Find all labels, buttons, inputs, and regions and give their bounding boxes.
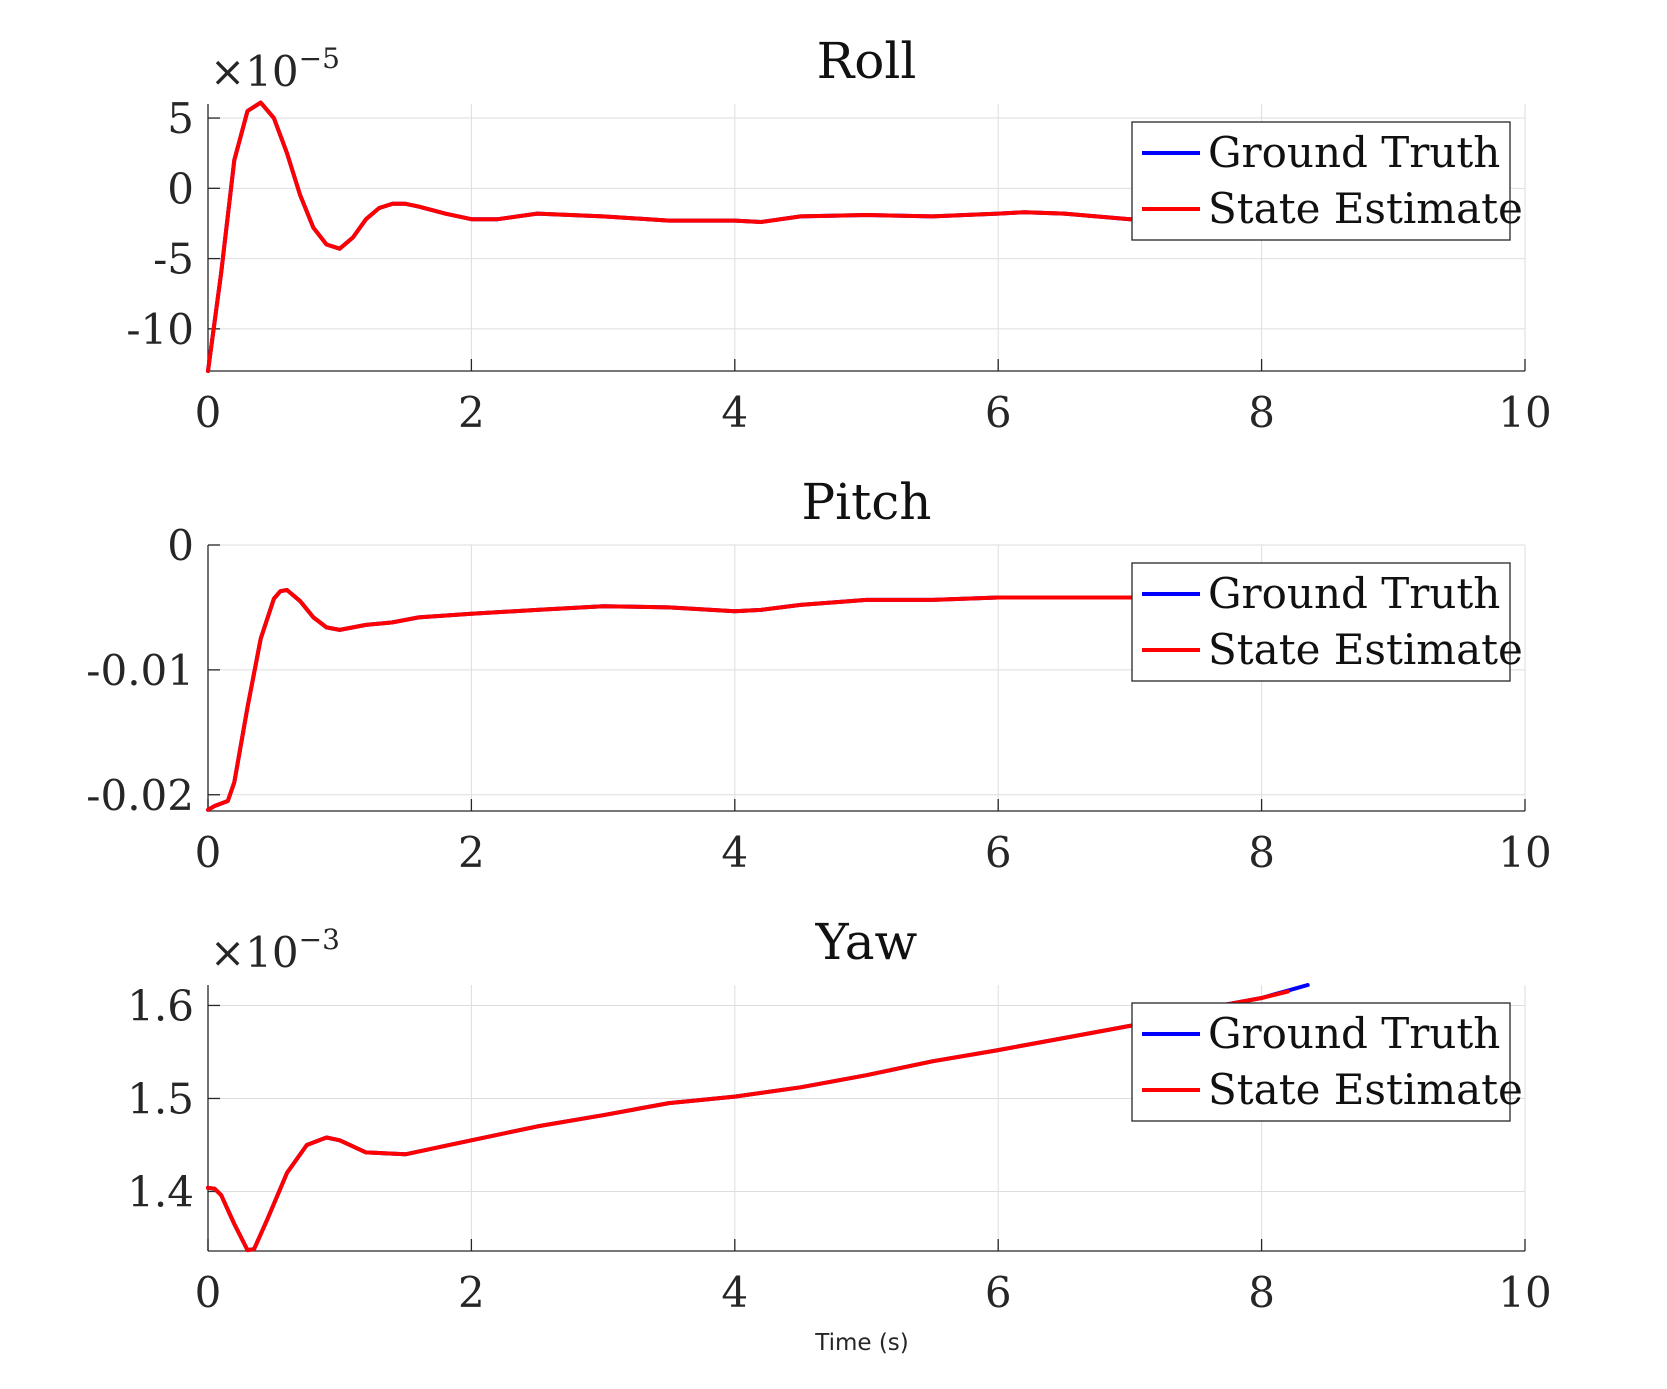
roll-y-tick-label-0: 5 — [167, 94, 194, 143]
roll-y-tick-label-2: -5 — [153, 235, 194, 284]
pitch-legend-box — [1131, 562, 1511, 682]
yaw-x-tick-label-2: 4 — [721, 1268, 748, 1317]
pitch-legend-label-state-estimate: State Estimate — [1208, 625, 1523, 674]
yaw-y-tick-label-1: 1.5 — [127, 1074, 194, 1123]
pitch-x-tick-label-2: 4 — [721, 828, 748, 877]
yaw-y-tick-label-2: 1.4 — [127, 1167, 194, 1216]
roll-legend-label-ground-truth: Ground Truth — [1208, 128, 1500, 177]
roll-title: Roll — [817, 32, 917, 90]
yaw-legend-label-ground-truth: Ground Truth — [1208, 1009, 1500, 1058]
yaw-x-tick-label-1: 2 — [458, 1268, 485, 1317]
yaw-exponent-label: ×10−3 — [210, 923, 340, 977]
x-axis-label: Time (s) — [814, 1330, 909, 1356]
roll-exponent-label: ×10−5 — [210, 42, 340, 96]
pitch-series-state-estimate — [206, 588, 1317, 812]
pitch-x-tick-label-0: 0 — [195, 828, 222, 877]
roll-series-state-estimate — [206, 100, 1317, 373]
pitch-x-tick-label-3: 6 — [985, 828, 1012, 877]
roll-y-tick-label-1: 0 — [167, 164, 194, 213]
pitch-y-tick-label-0: 0 — [167, 521, 194, 570]
yaw-legend-label-state-estimate: State Estimate — [1208, 1065, 1523, 1114]
pitch-legend-label-ground-truth: Ground Truth — [1208, 569, 1500, 618]
pitch-x-tick-label-1: 2 — [458, 828, 485, 877]
yaw-legend-box — [1131, 1002, 1511, 1122]
pitch-y-tick-label-1: -0.01 — [86, 646, 194, 695]
pitch-y-tick-label-2: -0.02 — [86, 771, 194, 820]
panel-yaw: 0 2 4 6 8 10 1.6 1.5 1.4 ×10−3 Yaw Ground Truth Stat… — [127, 913, 1552, 1317]
yaw-x-tick-label-5: 10 — [1498, 1268, 1551, 1317]
pitch-title: Pitch — [802, 473, 932, 531]
panel-roll: 0 2 4 6 8 10 5 0 -5 -10 ×10−5 Roll Ground Truth State… — [126, 32, 1551, 437]
roll-x-tick-label-2: 4 — [721, 388, 748, 437]
yaw-legend: Ground Truth State Estimate — [1131, 1002, 1523, 1122]
roll-legend: Ground Truth State Estimate — [1131, 121, 1523, 241]
roll-legend-box — [1131, 121, 1511, 241]
yaw-series-state-estimate — [206, 989, 1290, 1253]
panel-pitch: 0 2 4 6 8 10 0 -0.01 -0.02 Pitch Ground Truth State… — [86, 473, 1551, 877]
pitch-x-tick-label-4: 8 — [1248, 828, 1275, 877]
pitch-legend: Ground Truth State Estimate — [1131, 562, 1523, 682]
roll-x-tick-label-1: 2 — [458, 388, 485, 437]
roll-x-tick-label-0: 0 — [195, 388, 222, 437]
yaw-y-tick-label-0: 1.6 — [127, 981, 194, 1030]
yaw-title: Yaw — [815, 913, 918, 971]
roll-x-tick-label-5: 10 — [1498, 388, 1551, 437]
yaw-x-tick-label-3: 6 — [985, 1268, 1012, 1317]
pitch-x-tick-label-5: 10 — [1498, 828, 1551, 877]
roll-y-tick-label-3: -10 — [126, 305, 194, 354]
roll-legend-label-state-estimate: State Estimate — [1208, 184, 1523, 233]
roll-x-tick-label-4: 8 — [1248, 388, 1275, 437]
roll-x-tick-label-3: 6 — [985, 388, 1012, 437]
yaw-x-tick-label-0: 0 — [195, 1268, 222, 1317]
yaw-x-tick-label-4: 8 — [1248, 1268, 1275, 1317]
